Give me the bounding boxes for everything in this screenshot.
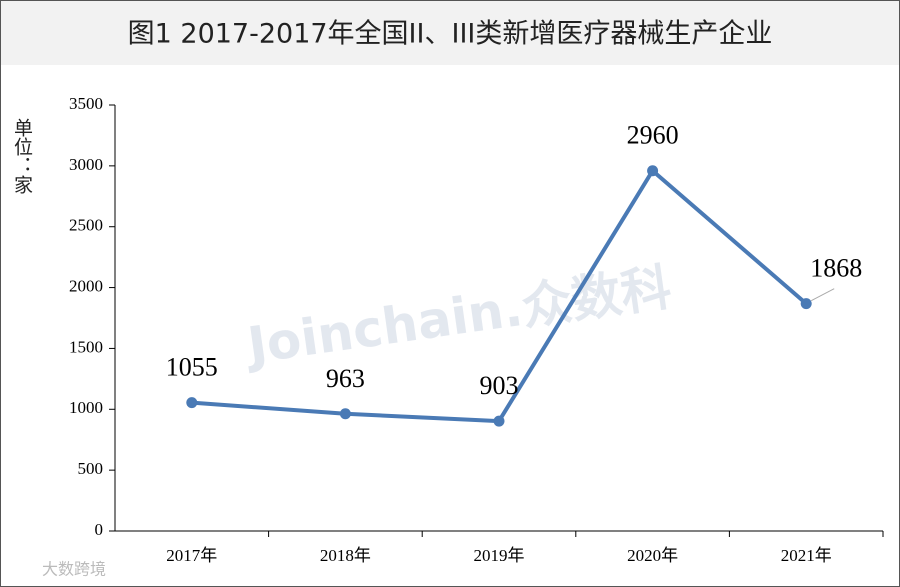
- y-tick-label: 2000: [69, 276, 103, 295]
- x-tick-label: 2021年: [781, 546, 832, 565]
- y-tick-label: 3000: [69, 155, 103, 174]
- x-tick-label: 2018年: [320, 546, 371, 565]
- point: [800, 298, 812, 310]
- data-label: 903: [480, 371, 519, 400]
- x-tick-label: 2017年: [166, 546, 217, 565]
- data-label: 1868: [810, 254, 862, 283]
- y-tick-label: 1500: [69, 337, 103, 356]
- chart-title: 图1 2017-2017年全国II、III类新增医疗器械生产企业: [128, 19, 773, 50]
- point: [493, 415, 505, 427]
- data-label: 1055: [166, 353, 218, 382]
- source-mark: 大数跨境: [42, 560, 106, 579]
- point: [339, 408, 351, 420]
- x-tick-label: 2020年: [627, 546, 678, 565]
- leader-line: [810, 288, 835, 302]
- y-tick-label: 3500: [69, 94, 103, 113]
- point: [647, 165, 659, 177]
- y-tick-label: 1000: [69, 398, 103, 417]
- title-bar: [1, 1, 899, 65]
- point: [186, 397, 198, 409]
- data-label: 2960: [627, 121, 679, 150]
- y-tick-label: 500: [78, 459, 104, 478]
- y-tick-label: 0: [95, 520, 104, 539]
- x-tick-label: 2019年: [474, 546, 525, 565]
- data-label: 963: [326, 364, 365, 393]
- y-axis-label: 单位：家: [11, 118, 33, 194]
- y-tick-label: 2500: [69, 216, 103, 235]
